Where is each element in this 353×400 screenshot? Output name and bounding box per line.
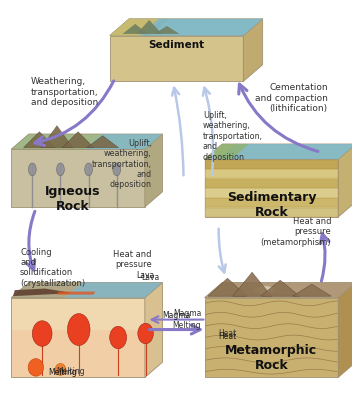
Ellipse shape (254, 286, 275, 294)
Text: Melting: Melting (48, 368, 77, 377)
Polygon shape (205, 179, 337, 188)
Polygon shape (205, 198, 337, 207)
Ellipse shape (113, 163, 121, 176)
Text: Weathering,
transportation,
and deposition: Weathering, transportation, and depositi… (31, 78, 98, 107)
Polygon shape (205, 282, 353, 298)
Polygon shape (243, 19, 263, 82)
Polygon shape (154, 26, 179, 34)
Polygon shape (13, 288, 73, 296)
FancyArrowPatch shape (219, 229, 226, 272)
Text: Magma: Magma (162, 311, 191, 320)
Polygon shape (24, 132, 55, 148)
Text: Sedimentary
Rock: Sedimentary Rock (227, 191, 316, 219)
Polygon shape (139, 19, 263, 36)
Text: Melting: Melting (173, 321, 201, 330)
Text: Melting: Melting (57, 367, 85, 376)
Polygon shape (205, 188, 337, 198)
Polygon shape (11, 134, 162, 149)
Text: Igneous
Rock: Igneous Rock (45, 185, 101, 213)
Polygon shape (110, 19, 162, 36)
FancyArrowPatch shape (149, 325, 200, 334)
Text: Heat: Heat (219, 329, 237, 338)
FancyArrowPatch shape (152, 316, 204, 323)
FancyArrowPatch shape (172, 88, 184, 175)
Text: Lava: Lava (141, 273, 160, 282)
Text: Heat: Heat (218, 332, 236, 341)
Text: Lava: Lava (136, 271, 154, 280)
Polygon shape (205, 144, 353, 159)
Polygon shape (11, 149, 145, 207)
FancyArrowPatch shape (321, 234, 329, 281)
Polygon shape (205, 298, 338, 377)
Text: Magma: Magma (173, 309, 201, 318)
Polygon shape (205, 159, 338, 217)
Polygon shape (62, 132, 94, 148)
Polygon shape (110, 19, 263, 36)
Polygon shape (11, 282, 162, 298)
Text: Uplift,
weathering,
transportation,
and
deposition: Uplift, weathering, transportation, and … (203, 111, 263, 162)
Text: Cooling
and
solidification
(crystallization): Cooling and solidification (crystallizat… (20, 248, 85, 288)
Polygon shape (293, 284, 331, 296)
Polygon shape (122, 24, 148, 34)
Polygon shape (208, 278, 247, 296)
Polygon shape (110, 19, 169, 36)
Polygon shape (137, 20, 162, 34)
Polygon shape (338, 144, 353, 217)
Polygon shape (205, 144, 249, 159)
Polygon shape (11, 298, 145, 377)
Polygon shape (261, 280, 300, 296)
FancyArrowPatch shape (26, 211, 35, 270)
Polygon shape (145, 282, 162, 377)
Ellipse shape (138, 323, 153, 344)
FancyArrowPatch shape (239, 84, 318, 152)
FancyArrowPatch shape (203, 88, 213, 175)
Text: Heat and
pressure: Heat and pressure (113, 250, 152, 270)
Polygon shape (56, 292, 95, 295)
Polygon shape (218, 144, 353, 159)
Text: Uplift,
weathering,
transportation,
and
deposition: Uplift, weathering, transportation, and … (92, 139, 152, 190)
Circle shape (28, 359, 43, 376)
Polygon shape (12, 330, 144, 376)
Circle shape (55, 364, 66, 375)
Polygon shape (145, 134, 162, 207)
Polygon shape (205, 160, 337, 169)
Polygon shape (205, 208, 337, 217)
Text: Sediment: Sediment (149, 40, 204, 50)
Polygon shape (87, 136, 119, 148)
Polygon shape (85, 134, 162, 149)
Ellipse shape (29, 163, 36, 176)
Polygon shape (233, 272, 271, 296)
Polygon shape (41, 126, 73, 148)
Ellipse shape (56, 163, 64, 176)
FancyArrowPatch shape (35, 81, 114, 146)
Text: Metamorphic
Rock: Metamorphic Rock (225, 344, 317, 372)
Polygon shape (65, 282, 162, 298)
Text: Heat and
pressure
(metamorphism): Heat and pressure (metamorphism) (261, 217, 331, 247)
Ellipse shape (67, 314, 90, 346)
Ellipse shape (110, 326, 127, 349)
Polygon shape (205, 169, 337, 178)
Polygon shape (110, 36, 243, 82)
Ellipse shape (85, 163, 92, 176)
Ellipse shape (32, 321, 52, 346)
Polygon shape (338, 282, 353, 377)
Text: Cementation
and compaction
(lithification): Cementation and compaction (lithificatio… (255, 84, 328, 113)
